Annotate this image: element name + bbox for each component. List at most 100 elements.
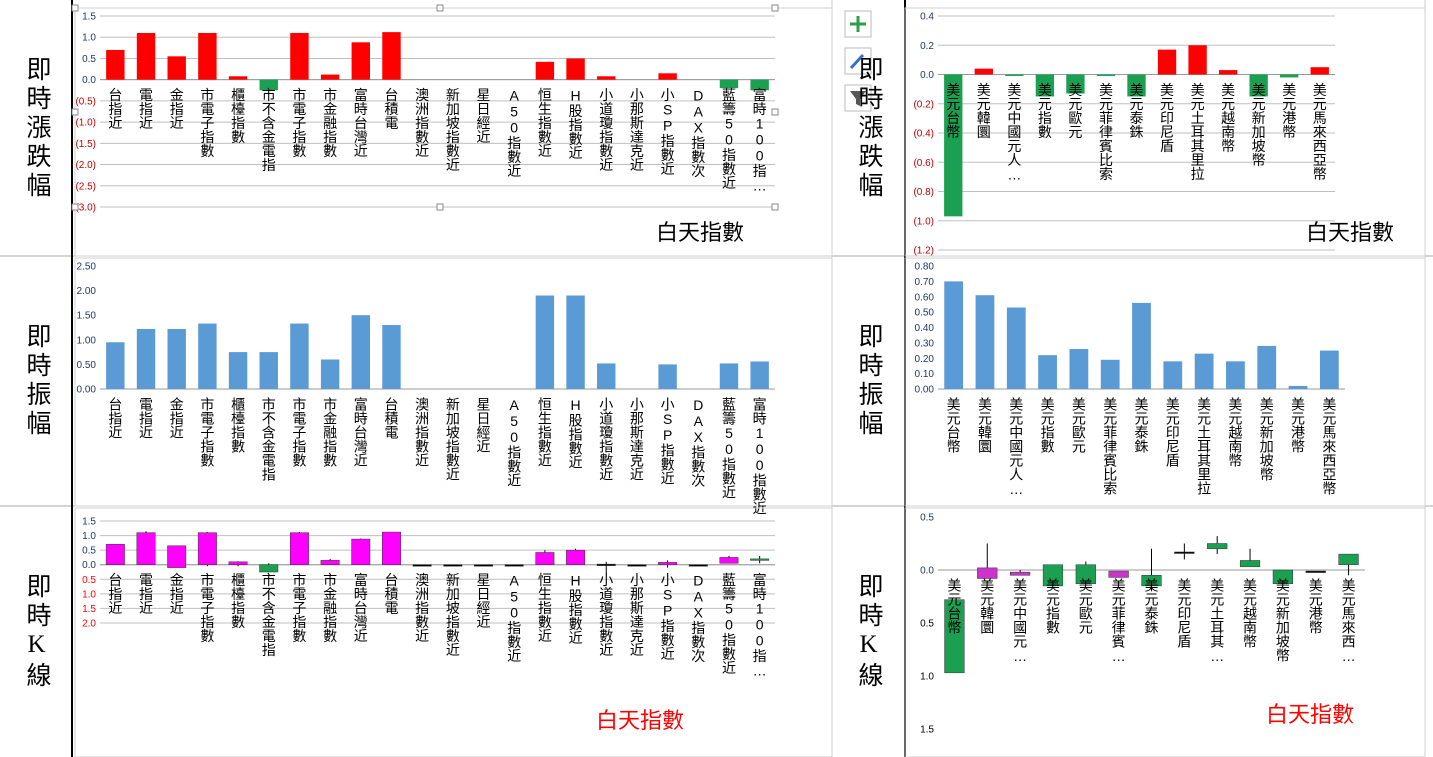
bar bbox=[1280, 74, 1299, 78]
candle-body bbox=[1305, 570, 1326, 573]
filter-icon bbox=[850, 91, 866, 106]
row-label: 即時K線 bbox=[855, 572, 882, 691]
x-tick-label: 澳洲指數近 bbox=[414, 397, 430, 467]
x-tick-label: 美元泰銖 bbox=[1144, 578, 1160, 634]
x-tick-label: 櫃檯指數 bbox=[230, 573, 246, 629]
y-tick-label: 0.30 bbox=[915, 338, 935, 349]
y-tick-label: (1.0) bbox=[913, 216, 934, 227]
x-tick-label: 美元越南幣 bbox=[1220, 83, 1236, 153]
bar bbox=[944, 74, 963, 217]
candle-body bbox=[627, 564, 647, 567]
selection-handle bbox=[71, 4, 79, 12]
candle-body bbox=[750, 558, 770, 561]
filter-button[interactable] bbox=[844, 84, 872, 112]
bar bbox=[1218, 70, 1238, 75]
candle-body bbox=[535, 552, 555, 565]
x-tick-label: 美元馬來西… bbox=[1341, 578, 1357, 664]
bar bbox=[750, 361, 769, 389]
bar bbox=[228, 76, 248, 80]
chart-frame bbox=[904, 7, 1426, 257]
y-tick-label: 0.5 bbox=[82, 575, 96, 586]
annotation: 白天指數 bbox=[1306, 220, 1394, 245]
x-tick-label: 電指近 bbox=[138, 397, 154, 439]
bar bbox=[1127, 74, 1146, 97]
candle-body bbox=[688, 564, 708, 567]
candle-body bbox=[944, 599, 965, 674]
x-tick-label: 小SP指數近 bbox=[660, 88, 676, 176]
x-tick-label: 台指近 bbox=[107, 88, 123, 130]
y-tick-label: 0.5 bbox=[82, 54, 96, 65]
chart-frame bbox=[74, 257, 833, 507]
candle-body bbox=[658, 562, 678, 565]
bar bbox=[106, 342, 125, 389]
candle-body bbox=[197, 532, 217, 565]
x-tick-label: 富時台灣近 bbox=[353, 87, 369, 158]
x-tick-label: 美元土耳其里拉 bbox=[1190, 83, 1206, 181]
y-tick-label: 1.0 bbox=[82, 589, 96, 600]
candle-body bbox=[1207, 543, 1228, 550]
y-tick-label: 0.00 bbox=[77, 385, 97, 396]
x-tick-label: A50指數近 bbox=[506, 88, 522, 178]
bar bbox=[290, 323, 309, 389]
bar bbox=[1188, 45, 1207, 75]
y-tick-label: 0.5 bbox=[920, 619, 934, 630]
x-tick-label: 金指近 bbox=[169, 573, 185, 615]
y-tick-label: 0.40 bbox=[915, 323, 935, 334]
bar bbox=[136, 32, 156, 80]
y-tick-label: 1.0 bbox=[82, 33, 96, 44]
chart-frame bbox=[74, 7, 833, 257]
x-tick-label: 美元越南幣 bbox=[1227, 397, 1243, 467]
x-tick-label: 小那斯達克近 bbox=[629, 397, 645, 481]
x-tick-label: 藍籌50指數近 bbox=[721, 573, 737, 675]
bar bbox=[597, 363, 616, 389]
bar bbox=[535, 295, 555, 389]
candle-body bbox=[977, 567, 998, 579]
bar bbox=[382, 32, 401, 80]
x-tick-label: 市不含金電指 bbox=[261, 87, 277, 172]
chart-frame bbox=[904, 507, 1426, 757]
bar bbox=[1226, 361, 1245, 389]
candle-body bbox=[351, 538, 371, 565]
x-tick-label: 美元印尼盾 bbox=[1159, 83, 1175, 153]
y-tick-label: (2.0) bbox=[75, 160, 96, 171]
x-tick-label: 澳洲指數近 bbox=[414, 88, 430, 158]
y-tick-label: 1.00 bbox=[77, 335, 97, 346]
bar bbox=[597, 76, 616, 80]
y-tick-label: 0.5 bbox=[920, 513, 934, 524]
y-tick-label: 1.0 bbox=[920, 672, 934, 683]
x-tick-label: 星日經近 bbox=[476, 573, 492, 629]
x-tick-label: H股指數近 bbox=[568, 397, 584, 469]
bar bbox=[658, 73, 677, 80]
bar bbox=[1005, 74, 1024, 76]
y-tick-label: 0.00 bbox=[915, 385, 935, 396]
bar bbox=[290, 32, 309, 80]
row-label: 即時K線 bbox=[23, 572, 50, 691]
bar bbox=[351, 315, 370, 389]
x-tick-label: 美元歐元 bbox=[1067, 83, 1083, 140]
x-tick-label: 美元新加坡幣 bbox=[1275, 578, 1291, 662]
x-tick-label: 美元指數 bbox=[1037, 83, 1053, 139]
x-tick-label: 美元指數 bbox=[1045, 578, 1061, 634]
x-tick-label: 恒生指數近 bbox=[537, 88, 553, 158]
x-tick-label: 台積電 bbox=[383, 397, 399, 439]
y-tick-label: 0.2 bbox=[920, 41, 934, 52]
y-tick-label: 0.10 bbox=[915, 369, 935, 380]
y-tick-label: (0.2) bbox=[913, 99, 934, 110]
y-tick-label: 1.5 bbox=[82, 604, 96, 615]
y-tick-label: (0.5) bbox=[75, 96, 96, 107]
x-tick-label: 富時100指數近 bbox=[752, 396, 768, 515]
x-tick-label: 櫃檯指數 bbox=[230, 397, 246, 453]
candle-body bbox=[596, 563, 616, 566]
add-element-button[interactable] bbox=[844, 10, 872, 38]
x-tick-label: 美元韓圜 bbox=[976, 83, 992, 139]
x-tick-label: 美元印尼盾 bbox=[1165, 397, 1181, 467]
bar bbox=[1100, 359, 1120, 389]
x-tick-label: 新加坡指數近 bbox=[445, 88, 461, 172]
x-tick-label: 美元台幣 bbox=[946, 578, 962, 634]
x-tick-label: 小SP指數近 bbox=[660, 573, 676, 661]
x-tick-label: 電指近 bbox=[138, 573, 154, 615]
brush-icon bbox=[849, 53, 865, 70]
annotation: 白天指數 bbox=[1266, 702, 1354, 727]
x-tick-label: H股指數近 bbox=[568, 88, 584, 160]
bar bbox=[1288, 385, 1308, 389]
